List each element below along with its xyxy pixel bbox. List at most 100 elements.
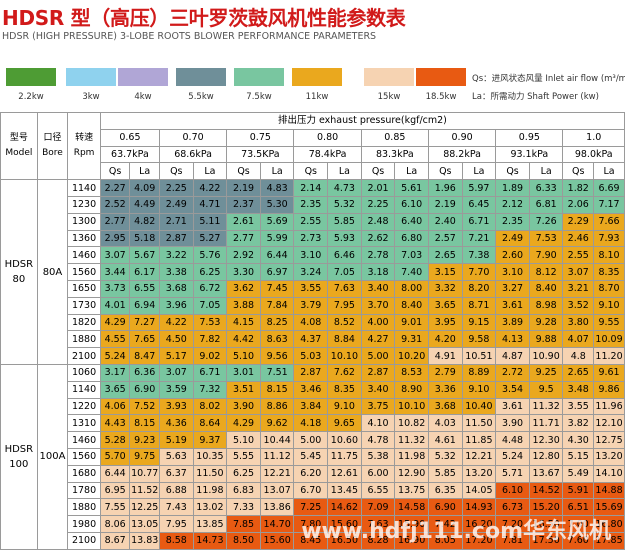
la-cell: 17.85 <box>593 531 625 550</box>
qs-cell: 2.95 <box>99 229 131 248</box>
qs-cell: 4.55 <box>99 330 131 349</box>
la-cell: 10.10 <box>394 397 429 416</box>
qs-cell: 3.68 <box>158 279 194 298</box>
la-cell: 6.45 <box>461 195 497 214</box>
la-cell: 5.30 <box>259 195 295 214</box>
qs-cell: 5.70 <box>99 447 131 466</box>
legend-swatch <box>6 68 56 86</box>
rpm-cell: 1680 <box>67 464 101 483</box>
qs-cell: 4.48 <box>495 431 530 449</box>
header-pressure-kgf: 0.70 <box>158 128 228 147</box>
qs-cell: 6.90 <box>427 498 463 517</box>
rpm-cell: 1140 <box>67 179 101 197</box>
la-cell: 13.20 <box>461 464 497 483</box>
la-cell: 7.26 <box>528 212 564 231</box>
model-cell: HDSR 80 <box>0 179 38 365</box>
legend-item: 3kw <box>66 68 116 102</box>
qs-cell: 5.03 <box>293 347 329 365</box>
la-cell: 12.10 <box>593 414 625 433</box>
la-cell: 13.20 <box>593 447 625 466</box>
header-pressure-kgf: 1.0 <box>562 128 625 147</box>
qs-cell: 7.95 <box>158 515 194 533</box>
qs-cell: 3.27 <box>495 279 530 298</box>
legend-label: 3kw <box>82 92 100 102</box>
la-cell: 7.53 <box>528 229 564 248</box>
la-cell: 9.01 <box>394 313 429 332</box>
header-pressure-kpa: 78.4kPa <box>293 145 362 164</box>
rpm-cell: 1780 <box>67 481 101 500</box>
qs-cell: 7.80 <box>293 515 329 533</box>
qs-cell: 2.87 <box>360 363 396 382</box>
qs-cell: 5.00 <box>293 431 329 449</box>
table-row: 1230 2.52 4.49 2.49 4.71 2.37 5.30 2.35 5.32 2.25… <box>1 195 625 214</box>
la-cell: 15.69 <box>593 498 625 517</box>
la-cell: 8.64 <box>192 414 228 433</box>
la-cell: 8.40 <box>528 279 564 298</box>
header-qs: Qs <box>495 162 530 181</box>
la-cell: 5.32 <box>327 195 362 214</box>
legend-item: 4kw <box>118 68 168 102</box>
la-cell: 8.12 <box>528 263 564 281</box>
qs-cell: 4.03 <box>427 414 463 433</box>
la-cell: 7.40 <box>394 263 429 281</box>
la-cell: 11.20 <box>593 347 625 365</box>
la-cell: 9.86 <box>593 380 625 399</box>
la-cell: 9.65 <box>327 414 362 433</box>
qs-cell: 4.42 <box>226 330 261 349</box>
la-cell: 9.88 <box>528 330 564 349</box>
la-cell: 13.67 <box>528 464 564 483</box>
la-cell: 9.10 <box>593 296 625 315</box>
qs-cell: 8.05 <box>427 531 463 550</box>
la-cell: 13.83 <box>129 531 160 550</box>
header-la: La <box>461 162 497 181</box>
qs-cell: 3.24 <box>293 263 329 281</box>
legend-label: 15kw <box>377 92 401 102</box>
la-cell: 10.35 <box>192 447 228 466</box>
la-cell: 7.70 <box>461 263 497 281</box>
qs-cell: 2.71 <box>158 212 194 231</box>
qs-cell: 3.89 <box>495 313 530 332</box>
qs-cell: 4.87 <box>495 347 530 365</box>
qs-cell: 4.78 <box>360 431 396 449</box>
la-cell: 5.76 <box>192 246 228 265</box>
la-cell: 10.44 <box>259 431 295 449</box>
qs-cell: 2.72 <box>495 363 530 382</box>
header-pressure-kgf: 0.75 <box>226 128 295 147</box>
la-cell: 6.69 <box>593 179 625 197</box>
table-row: 1460 5.28 9.23 5.19 9.37 5.10 10.44 5.00 10.60 4.… <box>1 431 625 449</box>
legend-swatch <box>176 68 226 86</box>
la-cell: 7.63 <box>327 279 362 298</box>
qs-cell: 2.48 <box>360 212 396 231</box>
qs-cell: 2.35 <box>495 212 530 231</box>
page-title: HDSR 型（高压）三叶罗茨鼓风机性能参数表 <box>2 6 406 30</box>
qs-cell: 3.10 <box>293 246 329 265</box>
la-cell: 11.98 <box>394 447 429 466</box>
la-cell: 9.10 <box>327 397 362 416</box>
qs-cell: 3.70 <box>360 296 396 315</box>
la-cell: 9.31 <box>394 330 429 349</box>
qs-cell: 3.62 <box>226 279 261 298</box>
la-cell: 4.71 <box>192 195 228 214</box>
la-cell: 13.85 <box>192 515 228 533</box>
table-row: 1650 3.73 6.55 3.68 6.72 3.62 7.45 3.55 7.63 3.40… <box>1 279 625 298</box>
qs-cell: 4.07 <box>562 330 595 349</box>
header-pressure-kpa: 73.5KPa <box>226 145 295 164</box>
qs-cell: 4.10 <box>360 414 396 433</box>
la-cell: 7.03 <box>394 246 429 265</box>
la-cell: 9.25 <box>528 363 564 382</box>
header-pressure-kpa: 88.2kPa <box>427 145 497 164</box>
la-cell: 14.73 <box>192 531 228 550</box>
qs-cell: 3.65 <box>427 296 463 315</box>
la-cell: 14.58 <box>394 498 429 517</box>
qs-cell: 6.00 <box>360 464 396 483</box>
qs-cell: 7.55 <box>99 498 131 517</box>
header-bore: 口径 Bore <box>36 111 69 181</box>
la-cell: 8.89 <box>461 363 497 382</box>
la-cell: 6.71 <box>461 212 497 231</box>
la-cell: 11.12 <box>259 447 295 466</box>
la-cell: 8.35 <box>327 380 362 399</box>
qs-cell: 4.18 <box>293 414 329 433</box>
rpm-cell: 2100 <box>67 531 101 550</box>
la-cell: 7.21 <box>461 229 497 248</box>
header-la: La <box>129 162 160 181</box>
